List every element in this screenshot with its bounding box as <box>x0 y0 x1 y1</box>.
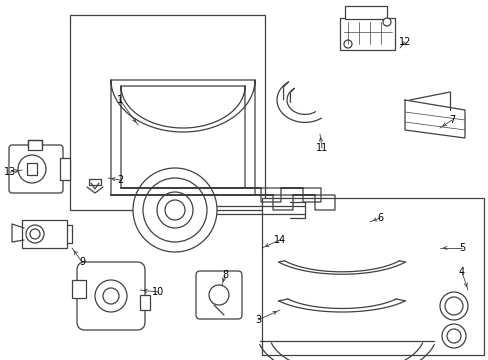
Bar <box>72 280 86 298</box>
Circle shape <box>133 168 217 252</box>
Text: 2: 2 <box>117 175 123 185</box>
Text: 8: 8 <box>222 270 227 280</box>
Bar <box>70 15 264 210</box>
Text: 5: 5 <box>458 243 464 253</box>
Text: 7: 7 <box>448 115 454 125</box>
Bar <box>339 18 394 50</box>
Circle shape <box>441 324 465 348</box>
Circle shape <box>30 229 40 239</box>
Circle shape <box>26 225 44 243</box>
Circle shape <box>95 280 127 312</box>
FancyBboxPatch shape <box>196 271 242 319</box>
Text: 12: 12 <box>398 37 410 47</box>
FancyBboxPatch shape <box>77 262 145 330</box>
Circle shape <box>164 200 184 220</box>
Circle shape <box>298 205 308 215</box>
Text: 6: 6 <box>376 213 382 223</box>
Text: 3: 3 <box>254 315 261 325</box>
Text: 1: 1 <box>117 95 123 105</box>
Text: 13: 13 <box>4 167 16 177</box>
Circle shape <box>157 192 193 228</box>
Bar <box>22 220 67 248</box>
Bar <box>345 6 386 19</box>
Text: 10: 10 <box>152 287 164 297</box>
Circle shape <box>382 18 390 26</box>
Bar <box>27 163 37 175</box>
Bar <box>262 198 483 355</box>
Circle shape <box>18 155 46 183</box>
Bar <box>140 295 150 310</box>
Circle shape <box>343 40 351 48</box>
Circle shape <box>142 178 206 242</box>
Bar <box>28 140 42 150</box>
Circle shape <box>444 297 462 315</box>
Circle shape <box>446 329 460 343</box>
Bar <box>60 158 70 180</box>
Circle shape <box>439 292 467 320</box>
FancyBboxPatch shape <box>9 145 63 193</box>
Circle shape <box>208 285 228 305</box>
Text: 11: 11 <box>315 143 327 153</box>
Bar <box>294 203 312 217</box>
Circle shape <box>103 288 119 304</box>
Text: 9: 9 <box>79 257 85 267</box>
Text: 14: 14 <box>273 235 285 245</box>
Text: 4: 4 <box>458 267 464 277</box>
